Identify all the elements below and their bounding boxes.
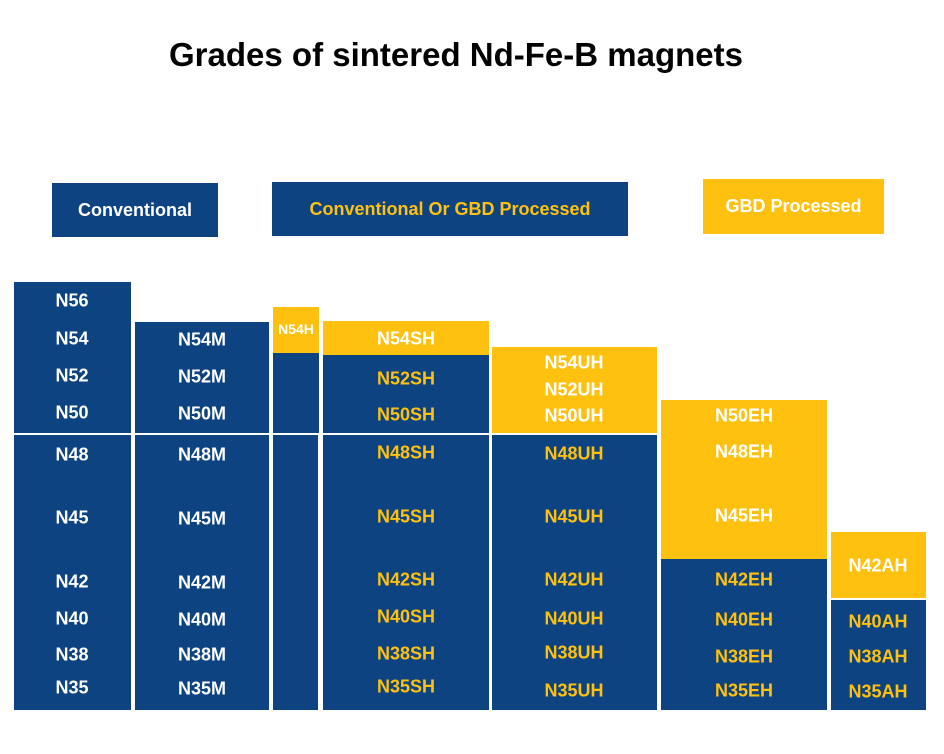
grade-label: N52M — [177, 366, 227, 387]
grade-label: N48EH — [714, 441, 774, 462]
grade-label: N45M — [177, 508, 227, 529]
grade-label: N48 — [55, 444, 89, 465]
column-n-block — [14, 282, 131, 710]
grade-label: N45UH — [544, 506, 604, 527]
grade-label: N54M — [177, 329, 227, 350]
grade-label: N35AH — [848, 681, 908, 702]
grade-label: N40AH — [848, 611, 908, 632]
grade-label: N50SH — [376, 404, 436, 425]
grade-label: N38SH — [376, 643, 436, 664]
legend-conventional: Conventional — [52, 183, 218, 237]
legend-conventional-or-gbd-label: Conventional Or GBD Processed — [309, 198, 591, 219]
grade-label: N54H — [278, 321, 314, 337]
column-uh-block — [492, 435, 657, 710]
column-eh-gbd-block — [661, 400, 827, 559]
grade-label: N40EH — [714, 609, 774, 630]
grade-label: N54 — [55, 328, 89, 349]
grade-label: N56 — [55, 290, 89, 311]
grade-label: N38M — [177, 644, 227, 665]
grade-label: N35M — [177, 678, 227, 699]
grade-label: N38EH — [714, 646, 774, 667]
grade-label: N42 — [55, 571, 89, 592]
column-ah-gbd-block — [831, 532, 926, 598]
grade-label: N50UH — [544, 405, 604, 426]
column-m-block — [135, 322, 269, 710]
grade-label: N42SH — [376, 569, 436, 590]
grade-label: N42UH — [544, 569, 604, 590]
grade-label: N35 — [55, 677, 89, 698]
grade-label: N52SH — [376, 368, 436, 389]
separator-line — [318, 433, 320, 710]
grade-label: N48M — [177, 444, 227, 465]
grade-label: N54SH — [376, 328, 436, 349]
grade-label: N52 — [55, 365, 89, 386]
legend-gbd: GBD Processed — [703, 179, 884, 234]
grade-label: N48SH — [376, 442, 436, 463]
grade-label: N40UH — [544, 608, 604, 629]
grade-label: N35SH — [376, 676, 436, 697]
grade-label: N45EH — [714, 505, 774, 526]
column-h-gbd-block — [273, 307, 319, 353]
grade-label: N50EH — [714, 405, 774, 426]
grade-label: N40 — [55, 608, 89, 629]
grade-label: N42M — [177, 572, 227, 593]
grade-label: N40SH — [376, 606, 436, 627]
page-title: Grades of sintered Nd-Fe-B magnets — [169, 36, 743, 73]
grade-label: N38 — [55, 644, 89, 665]
grade-label: N35UH — [544, 680, 604, 701]
grade-label: N50 — [55, 402, 89, 423]
separator-line — [14, 433, 657, 435]
column-sh-gbd-block — [323, 321, 489, 355]
grade-label: N35EH — [714, 680, 774, 701]
grade-label: N42EH — [714, 569, 774, 590]
legend-gbd-label: GBD Processed — [725, 196, 862, 216]
column-uh-gbd-block — [492, 347, 657, 435]
grade-label: N40M — [177, 609, 227, 630]
column-h-block — [273, 353, 319, 710]
column-sh-block — [323, 355, 489, 710]
grade-label: N45 — [55, 507, 89, 528]
grade-label: N38AH — [848, 646, 908, 667]
grade-label: N45SH — [376, 506, 436, 527]
column-ah-block — [831, 600, 926, 710]
column-eh-block — [661, 559, 827, 710]
legend-conventional-label: Conventional — [77, 199, 192, 220]
grade-label: N54UH — [544, 352, 604, 373]
legend-conventional-or-gbd: Conventional Or GBD Processed — [272, 182, 628, 236]
grade-label: N42AH — [848, 555, 908, 576]
grade-label: N50M — [177, 403, 227, 424]
grade-label: N52UH — [544, 379, 604, 400]
grade-label: N48UH — [544, 443, 604, 464]
grade-label: N38UH — [544, 642, 604, 663]
